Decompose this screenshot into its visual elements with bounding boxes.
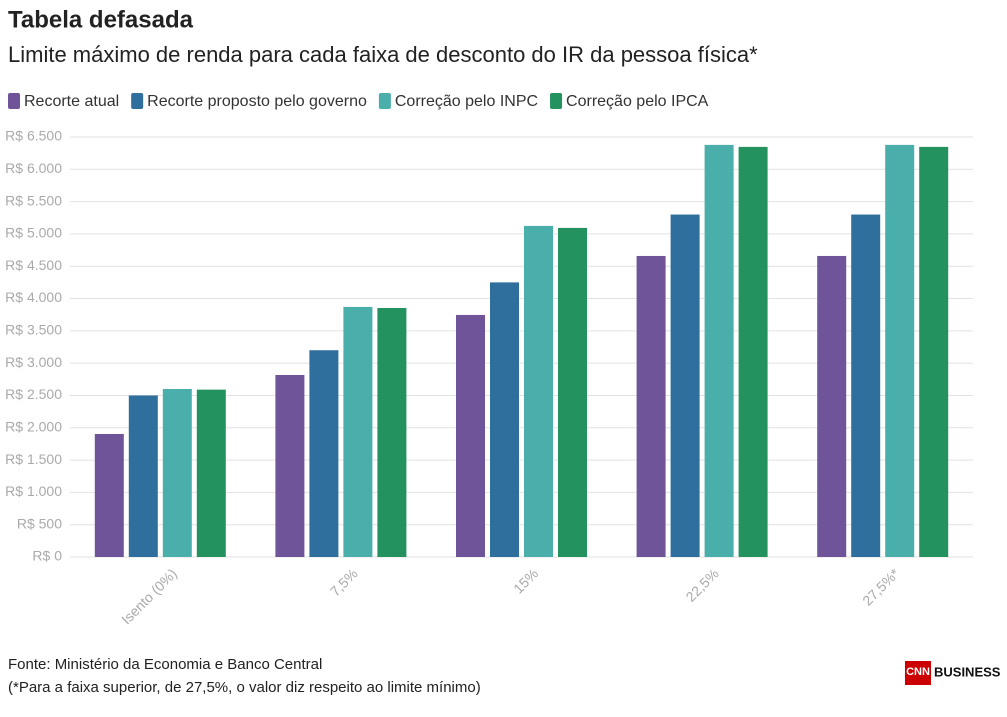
- y-tick-label: R$ 3.000: [5, 354, 62, 370]
- y-tick-label: R$ 6.000: [5, 160, 62, 176]
- legend-swatch: [378, 93, 391, 109]
- bar: [704, 144, 734, 558]
- bar: [636, 255, 666, 558]
- note: (*Para a faixa superior, de 27,5%, o val…: [8, 679, 481, 696]
- legend-label: Recorte proposto pelo governo: [147, 93, 367, 110]
- legend-swatch: [8, 93, 20, 109]
- logo-box: [905, 661, 931, 685]
- x-tick-label: 22,5%: [682, 565, 721, 604]
- y-tick-label: R$ 1.500: [5, 451, 62, 467]
- bar: [490, 282, 519, 557]
- bar: [524, 225, 553, 557]
- bar: [94, 433, 124, 557]
- y-tick-label: R$ 3.500: [5, 322, 62, 338]
- chart-subtitle: Limite máximo de renda para cada faixa d…: [8, 42, 758, 67]
- bar: [377, 307, 407, 557]
- x-tick-label: Isento (0%): [118, 565, 180, 627]
- chart-title: Tabela defasada: [8, 6, 194, 33]
- bar: [817, 255, 847, 558]
- bar: [128, 395, 158, 557]
- legend-swatch: [131, 93, 144, 109]
- bar: [919, 146, 949, 557]
- legend-label: Correção pelo INPC: [395, 93, 538, 110]
- bar: [343, 306, 373, 557]
- x-tick-label: 7,5%: [327, 565, 361, 599]
- y-tick-label: R$ 500: [17, 515, 62, 531]
- bar: [456, 314, 485, 557]
- bar: [196, 389, 226, 557]
- bar: [851, 214, 881, 558]
- y-tick-label: R$ 5.500: [5, 192, 62, 208]
- y-tick-label: R$ 5.000: [5, 225, 62, 241]
- y-tick-label: R$ 2.500: [5, 386, 62, 402]
- y-tick-label: R$ 6.500: [5, 128, 62, 144]
- bar: [670, 214, 700, 558]
- source: Fonte: Ministério da Economia e Banco Ce…: [8, 656, 322, 673]
- y-tick-label: R$ 4.000: [5, 289, 62, 305]
- y-tick-label: R$ 4.500: [5, 257, 62, 273]
- bar: [309, 350, 339, 557]
- y-tick-label: R$ 1.000: [5, 483, 62, 499]
- logo-label: BUSINESS: [934, 664, 1001, 679]
- x-tick-label: 15%: [510, 565, 541, 596]
- legend-swatch: [550, 93, 563, 109]
- y-tick-label: R$ 2.000: [5, 418, 62, 434]
- legend-label: Recorte atual: [24, 93, 119, 110]
- bar: [162, 389, 192, 557]
- logo-brand: CNN: [906, 666, 930, 678]
- bar: [275, 374, 305, 557]
- legend-label: Correção pelo IPCA: [566, 93, 709, 110]
- bar: [558, 227, 587, 557]
- y-tick-label: R$ 0: [32, 548, 62, 564]
- bar: [738, 146, 768, 557]
- x-tick-label: 27,5%*: [859, 565, 903, 609]
- bar: [885, 144, 915, 558]
